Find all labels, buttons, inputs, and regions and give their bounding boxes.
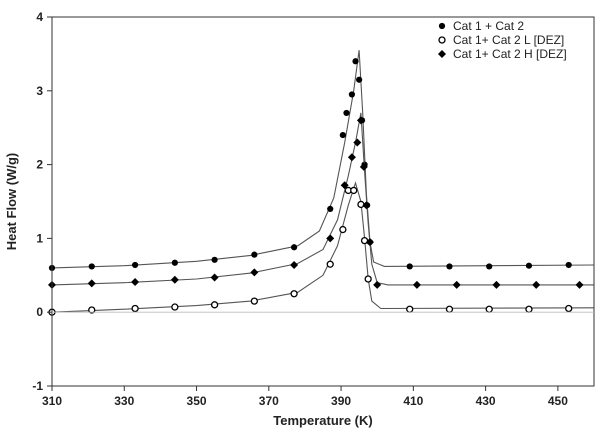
data-point bbox=[348, 91, 356, 98]
data-point bbox=[339, 131, 346, 139]
x-axis-label: Temperature (K) bbox=[273, 413, 372, 428]
data-point bbox=[565, 261, 572, 269]
series-2 bbox=[48, 181, 595, 316]
data-point bbox=[251, 251, 258, 258]
x-tick-label: 350 bbox=[187, 394, 207, 408]
plot-frame bbox=[51, 16, 595, 387]
y-axis-label: Heat Flow (W/g) bbox=[4, 153, 19, 251]
data-point bbox=[365, 238, 374, 247]
data-point bbox=[525, 262, 533, 269]
data-point bbox=[131, 304, 139, 313]
data-point bbox=[373, 280, 382, 289]
data-point bbox=[88, 263, 95, 270]
data-point bbox=[326, 234, 335, 243]
data-point bbox=[250, 268, 259, 277]
data-point bbox=[485, 305, 493, 313]
series-1 bbox=[48, 50, 595, 272]
y-tick-label: 1 bbox=[36, 231, 43, 245]
y-tick-label: 4 bbox=[36, 10, 43, 24]
data-point bbox=[171, 303, 179, 311]
data-point bbox=[486, 263, 493, 270]
series-1-fit-line bbox=[51, 50, 595, 269]
data-point bbox=[88, 306, 96, 314]
x-tick-label: 390 bbox=[331, 394, 351, 408]
x-tick-label: 450 bbox=[548, 394, 568, 408]
data-point bbox=[339, 225, 347, 234]
x-tick-label: 330 bbox=[114, 394, 134, 408]
data-point bbox=[364, 275, 372, 283]
series-3 bbox=[48, 112, 594, 289]
legend-marker-3 bbox=[438, 50, 446, 58]
data-point bbox=[210, 273, 219, 282]
y-tick-label: 2 bbox=[36, 158, 43, 172]
data-point bbox=[350, 186, 358, 195]
data-point bbox=[290, 260, 299, 269]
data-point bbox=[211, 256, 218, 263]
data-point bbox=[210, 301, 219, 309]
data-point bbox=[87, 279, 96, 288]
series-3-fit-line bbox=[51, 112, 594, 286]
x-tick-label: 310 bbox=[42, 394, 62, 408]
data-point bbox=[356, 116, 365, 125]
x-tick-label: 430 bbox=[476, 394, 496, 408]
data-point bbox=[446, 263, 453, 270]
data-point bbox=[131, 277, 140, 286]
data-point bbox=[362, 201, 371, 210]
x-tick-label: 410 bbox=[403, 394, 423, 408]
x-tick-label: 370 bbox=[259, 394, 279, 408]
data-point bbox=[406, 263, 413, 270]
y-tick-label: 0 bbox=[36, 305, 43, 319]
data-point bbox=[356, 76, 363, 83]
legend-label-1: Cat 1 + Cat 2 bbox=[453, 19, 524, 33]
data-point bbox=[492, 280, 501, 289]
series-2-fit-line bbox=[51, 181, 595, 313]
data-point bbox=[575, 280, 584, 289]
data-point bbox=[359, 162, 368, 171]
data-point bbox=[170, 275, 179, 284]
data-point bbox=[353, 138, 362, 147]
data-point bbox=[347, 153, 356, 162]
data-point bbox=[340, 181, 349, 190]
data-point bbox=[532, 280, 541, 289]
data-point bbox=[327, 205, 334, 212]
plot-area bbox=[48, 50, 595, 316]
legend-marker-1 bbox=[438, 22, 446, 30]
data-point bbox=[343, 109, 350, 117]
data-point bbox=[525, 305, 533, 313]
y-tick-label: 3 bbox=[36, 84, 43, 98]
data-point bbox=[132, 261, 139, 269]
axes: 310 330 350 370 390 410 430 450 -1 0 1 2 3 4 Temperatu… bbox=[4, 10, 595, 428]
legend-label-2: Cat 1+ Cat 2 L [DEZ] bbox=[453, 33, 564, 47]
legend-label-3: Cat 1+ Cat 2 H [DEZ] bbox=[453, 47, 567, 61]
data-point bbox=[352, 58, 359, 65]
data-point bbox=[565, 304, 573, 313]
y-tick-label: -1 bbox=[32, 379, 43, 393]
data-point bbox=[445, 305, 454, 313]
data-point bbox=[412, 280, 421, 289]
data-point bbox=[290, 290, 298, 298]
data-point bbox=[290, 244, 298, 251]
data-point bbox=[171, 259, 178, 266]
data-point bbox=[357, 200, 365, 209]
data-point bbox=[326, 260, 334, 268]
data-point bbox=[250, 297, 258, 305]
data-point bbox=[406, 305, 414, 313]
data-point bbox=[452, 280, 461, 289]
legend-marker-2 bbox=[438, 36, 446, 44]
